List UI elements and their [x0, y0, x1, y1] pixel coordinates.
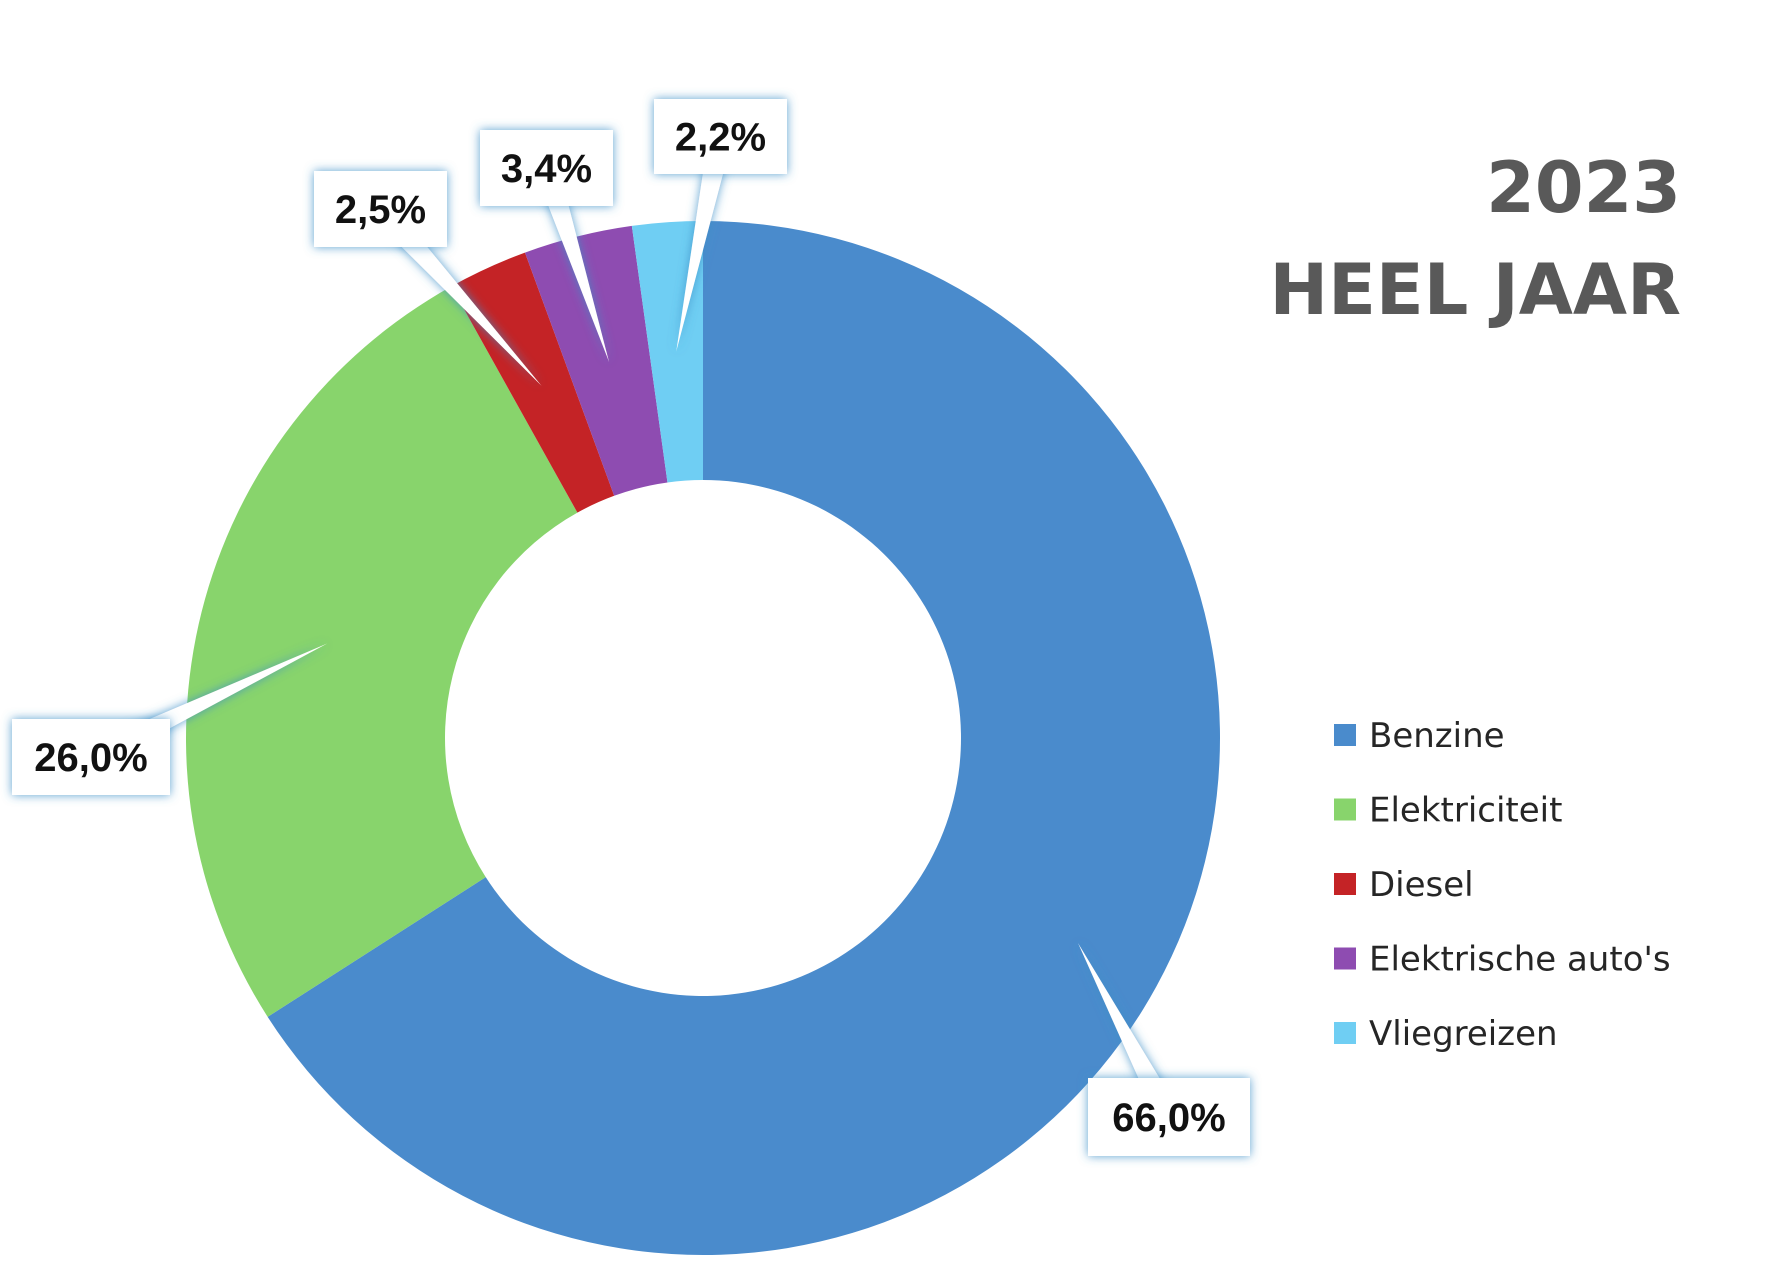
- legend-swatch: [1334, 947, 1356, 970]
- legend-item-diesel[interactable]: Diesel: [1334, 865, 1474, 905]
- data-label-leader: [1078, 943, 1180, 1123]
- legend-label: Elektrische auto's: [1369, 940, 1671, 980]
- slice-diesel[interactable]: [451, 252, 615, 513]
- data-label-box: [314, 171, 447, 247]
- legend: Benzine Elektriciteit Diesel Elektrische au…: [1334, 716, 1671, 1054]
- slice-vliegreizen[interactable]: [631, 221, 703, 483]
- data-label-text: 2,5%: [335, 188, 426, 232]
- data-label-text: 26,0%: [34, 736, 147, 780]
- legend-label: Diesel: [1369, 865, 1474, 905]
- legend-item-elektriciteit[interactable]: Elektriciteit: [1334, 791, 1562, 831]
- data-label-box: [12, 719, 170, 795]
- chart-title-period: HEEL JAAR: [1270, 249, 1682, 331]
- data-label-leader: [676, 134, 733, 352]
- data-label-elektriciteit: 26,0%: [12, 643, 328, 795]
- donut-slices: [185, 221, 1220, 1256]
- legend-item-vliegreizen[interactable]: Vliegreizen: [1334, 1014, 1558, 1054]
- data-label-diesel: 2,5%: [314, 171, 542, 386]
- legend-swatch: [1334, 873, 1356, 895]
- data-labels: 66,0% 26,0% 2,5% 3,4% 2,2%: [12, 99, 1250, 1156]
- legend-label: Elektriciteit: [1369, 791, 1562, 831]
- data-label-leader: [371, 200, 542, 386]
- data-label-box: [654, 99, 787, 174]
- legend-label: Vliegreizen: [1369, 1014, 1558, 1054]
- data-label-box: [1088, 1078, 1250, 1156]
- data-label-vliegreizen: 2,2%: [654, 99, 787, 352]
- chart-title-year: 2023: [1486, 147, 1681, 229]
- data-label-leader: [535, 164, 610, 363]
- data-label-text: 3,4%: [501, 147, 592, 191]
- data-label-text: 2,2%: [675, 116, 766, 160]
- data-label-elektrische-auto-s: 3,4%: [480, 130, 613, 363]
- data-label-benzine: 66,0%: [1078, 943, 1250, 1156]
- legend-swatch: [1334, 1022, 1356, 1044]
- slice-elektrische-auto-s[interactable]: [524, 225, 668, 496]
- legend-item-elektrische-auto-s[interactable]: Elektrische auto's: [1334, 940, 1671, 980]
- legend-item-benzine[interactable]: Benzine: [1334, 716, 1505, 756]
- slice-benzine[interactable]: [267, 221, 1220, 1256]
- slice-elektriciteit[interactable]: [185, 286, 578, 1017]
- data-label-box: [480, 130, 613, 206]
- legend-swatch: [1334, 724, 1356, 746]
- legend-swatch: [1334, 798, 1356, 821]
- legend-label: Benzine: [1369, 716, 1505, 756]
- data-label-text: 66,0%: [1112, 1096, 1225, 1140]
